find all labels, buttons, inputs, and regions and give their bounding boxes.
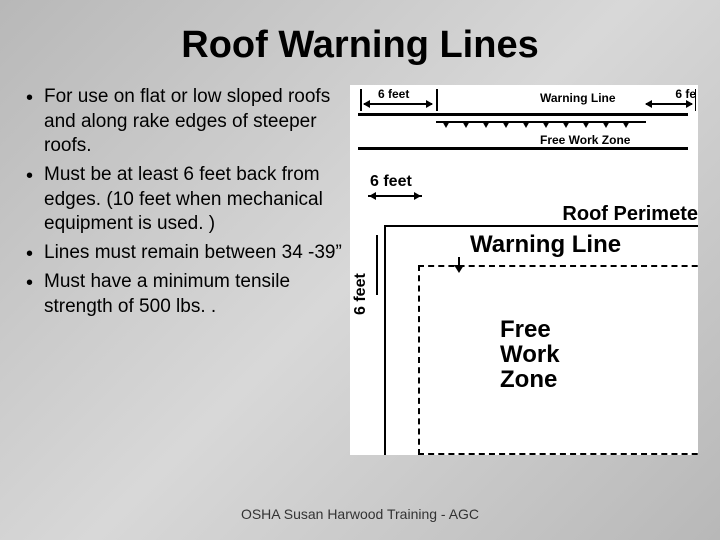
bullet-list: For use on flat or low sloped roofs and …	[22, 85, 342, 455]
warning-line-bold: Warning Line	[470, 231, 621, 259]
dim-6feet-vertical: 6 feet	[352, 273, 370, 315]
list-item: For use on flat or low sloped roofs and …	[22, 85, 342, 159]
roof-diagram: 6 feet 6 fe Warning Line Free Work Zone …	[350, 85, 698, 455]
warning-line-label-top: Warning Line	[540, 91, 616, 105]
free-work-zone-label-top: Free Work Zone	[540, 133, 630, 147]
list-item: Lines must remain between 34 -39”	[22, 241, 342, 266]
dim-6feet-side: 6 feet	[370, 173, 412, 191]
fwz-line: Zone	[500, 367, 560, 392]
content-row: For use on flat or low sloped roofs and …	[0, 85, 720, 455]
fwz-line: Free	[500, 317, 560, 342]
dim-6feet-top-right: 6 fe	[675, 87, 696, 101]
page-title: Roof Warning Lines	[0, 0, 720, 85]
roof-perimeter-label: Roof Perimete	[562, 203, 698, 226]
dim-6feet-top-left: 6 feet	[378, 87, 409, 101]
fwz-line: Work	[500, 342, 560, 367]
free-work-zone-text: Free Work Zone	[500, 317, 560, 393]
footer-text: OSHA Susan Harwood Training - AGC	[0, 506, 720, 522]
list-item: Must have a minimum tensile strength of …	[22, 270, 342, 319]
list-item: Must be at least 6 feet back from edges.…	[22, 163, 342, 237]
